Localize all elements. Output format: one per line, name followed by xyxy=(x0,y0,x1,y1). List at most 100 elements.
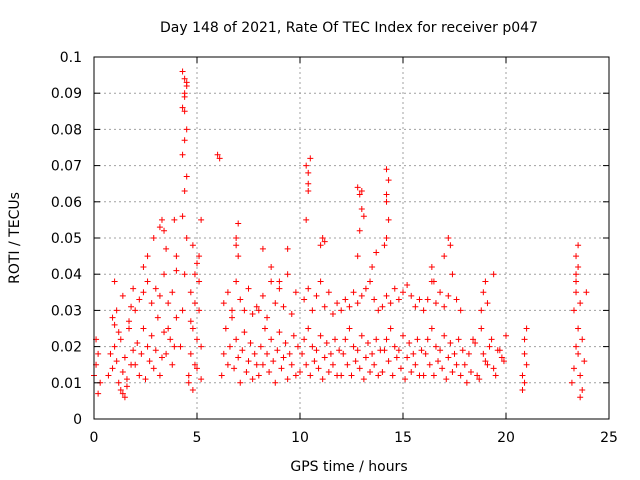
data-point xyxy=(404,282,411,289)
data-point xyxy=(259,245,266,252)
data-point xyxy=(424,296,431,303)
data-point xyxy=(198,376,205,383)
data-point xyxy=(292,372,299,379)
data-point xyxy=(383,198,390,205)
data-point xyxy=(290,332,297,339)
data-point xyxy=(191,361,198,368)
data-point xyxy=(317,278,324,285)
data-point xyxy=(266,368,273,375)
data-point xyxy=(144,343,151,350)
data-point xyxy=(383,166,390,173)
data-point xyxy=(150,365,157,372)
data-point xyxy=(233,278,240,285)
data-point xyxy=(140,263,147,270)
data-point xyxy=(338,372,345,379)
data-point xyxy=(272,300,279,307)
data-point xyxy=(272,379,279,386)
data-point xyxy=(570,307,577,314)
data-point xyxy=(470,336,477,343)
data-point xyxy=(356,227,363,234)
data-point xyxy=(455,336,462,343)
data-point xyxy=(430,372,437,379)
data-point xyxy=(369,350,376,357)
data-point xyxy=(575,242,582,249)
data-point xyxy=(156,224,163,231)
data-point xyxy=(420,372,427,379)
data-point xyxy=(126,325,133,332)
data-point xyxy=(408,292,415,299)
data-point xyxy=(397,365,404,372)
data-point xyxy=(360,376,367,383)
data-point xyxy=(264,350,271,357)
data-point xyxy=(226,343,233,350)
data-point xyxy=(482,278,489,285)
data-point xyxy=(424,336,431,343)
x-tick-label: 15 xyxy=(394,430,412,446)
data-point xyxy=(173,267,180,274)
data-point xyxy=(134,339,141,346)
data-point xyxy=(237,296,244,303)
data-point xyxy=(492,372,499,379)
data-point xyxy=(235,354,242,361)
data-point xyxy=(447,242,454,249)
data-point xyxy=(152,285,159,292)
data-point xyxy=(358,292,365,299)
data-point xyxy=(249,311,256,318)
data-point xyxy=(383,191,390,198)
data-point xyxy=(385,177,392,184)
data-point xyxy=(95,350,102,357)
data-point xyxy=(568,379,575,386)
data-point xyxy=(113,358,120,365)
data-point xyxy=(467,368,474,375)
data-point xyxy=(373,336,380,343)
y-tick-label: 0.1 xyxy=(60,50,82,66)
data-point xyxy=(573,289,580,296)
data-point xyxy=(350,289,357,296)
data-point xyxy=(183,173,190,180)
data-point xyxy=(478,307,485,314)
data-point xyxy=(128,303,135,310)
data-point xyxy=(435,358,442,365)
data-point xyxy=(181,187,188,194)
data-point xyxy=(105,372,112,379)
data-point xyxy=(354,253,361,260)
data-point xyxy=(222,325,229,332)
data-point xyxy=(218,372,225,379)
data-point xyxy=(369,263,376,270)
data-point xyxy=(356,365,363,372)
data-point xyxy=(194,365,200,372)
data-point xyxy=(364,339,371,346)
data-point xyxy=(111,321,118,328)
data-point xyxy=(319,235,326,241)
data-point xyxy=(214,151,221,158)
data-point xyxy=(346,303,353,310)
y-tick-label: 0.01 xyxy=(51,376,82,392)
data-point xyxy=(123,376,130,383)
y-tick-label: 0.06 xyxy=(51,195,82,211)
data-point xyxy=(177,343,184,350)
data-point xyxy=(140,325,147,332)
data-point xyxy=(367,368,374,375)
data-point xyxy=(216,155,223,162)
data-point xyxy=(241,307,248,314)
data-point xyxy=(482,358,489,365)
data-point xyxy=(183,235,190,241)
data-point xyxy=(430,278,437,285)
data-point xyxy=(317,242,324,249)
data-point xyxy=(385,216,392,223)
data-point xyxy=(342,336,349,343)
data-point xyxy=(575,263,582,270)
data-point xyxy=(303,162,310,169)
data-point xyxy=(432,343,439,350)
data-point xyxy=(194,260,200,267)
data-point xyxy=(185,379,192,386)
data-point xyxy=(371,296,378,303)
data-point xyxy=(521,350,528,357)
data-point xyxy=(319,376,326,383)
data-point xyxy=(185,372,192,379)
data-point xyxy=(327,350,334,357)
data-point xyxy=(303,361,310,368)
y-tick-label: 0.09 xyxy=(51,86,82,102)
data-point xyxy=(233,235,240,241)
data-point xyxy=(422,350,429,357)
